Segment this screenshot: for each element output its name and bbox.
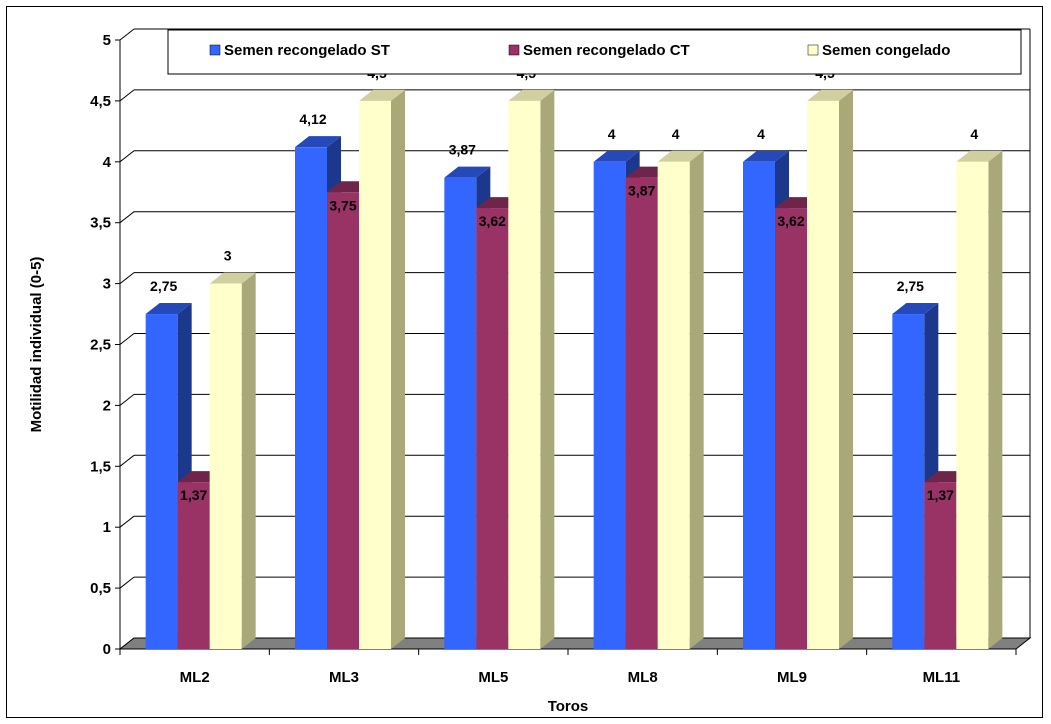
bar bbox=[657, 161, 690, 650]
bar-side bbox=[391, 89, 405, 649]
bar-top bbox=[508, 89, 555, 101]
x-tick-label: ML9 bbox=[777, 669, 807, 686]
bar-side bbox=[988, 150, 1003, 650]
y-tick-label: 1,5 bbox=[90, 458, 111, 475]
bar-side bbox=[540, 89, 555, 649]
legend-swatch bbox=[807, 44, 819, 56]
data-label: 2,75 bbox=[150, 278, 177, 294]
data-label: 4 bbox=[757, 126, 765, 142]
bar-top bbox=[657, 150, 704, 162]
x-tick-label: ML11 bbox=[923, 669, 961, 686]
gridline-side bbox=[119, 89, 135, 102]
gridline-side bbox=[119, 576, 135, 589]
gridline-side bbox=[119, 515, 135, 528]
legend-swatch bbox=[209, 44, 221, 56]
bar bbox=[593, 161, 626, 650]
bar bbox=[892, 314, 925, 649]
x-tick-label: ML8 bbox=[628, 669, 658, 686]
legend-label: Semen congelado bbox=[822, 42, 950, 59]
legend-box bbox=[167, 29, 1022, 75]
bar-side bbox=[241, 272, 256, 649]
bar bbox=[508, 100, 541, 649]
bar-top bbox=[145, 303, 192, 315]
y-tick-label: 1 bbox=[103, 519, 111, 536]
x-tick-label: ML3 bbox=[329, 669, 359, 686]
bar-top bbox=[444, 166, 491, 178]
bar bbox=[807, 100, 839, 649]
y-tick-label: 2 bbox=[103, 397, 111, 414]
legend-label: Semen recongelado CT bbox=[523, 42, 690, 59]
bar-top bbox=[359, 89, 405, 101]
y-tick-label: 5 bbox=[103, 32, 111, 49]
gridline-side bbox=[119, 211, 135, 224]
bar bbox=[956, 161, 989, 650]
bar bbox=[327, 192, 359, 649]
bar bbox=[444, 177, 477, 649]
data-label: 3,62 bbox=[479, 213, 506, 229]
bar bbox=[743, 161, 775, 650]
x-tick-label: ML2 bbox=[180, 669, 210, 686]
data-label: 4 bbox=[672, 126, 680, 142]
bar bbox=[775, 208, 807, 650]
bar-top bbox=[892, 303, 939, 315]
bar-top bbox=[807, 89, 853, 101]
data-label: 4 bbox=[608, 126, 616, 142]
y-tick-label: 2,5 bbox=[90, 337, 111, 354]
bar bbox=[625, 177, 658, 649]
y-axis-title: Motilidad individual (0-5) bbox=[28, 257, 45, 433]
data-label: 4 bbox=[970, 126, 978, 142]
gridline-side bbox=[119, 272, 135, 284]
gridline-side bbox=[119, 333, 135, 345]
legend-label: Semen recongelado ST bbox=[224, 42, 390, 59]
bar bbox=[924, 482, 957, 649]
bar bbox=[295, 147, 327, 649]
gridline-side bbox=[119, 454, 135, 467]
data-label: 1,37 bbox=[180, 487, 207, 503]
bar-top bbox=[209, 272, 256, 284]
y-tick-label: 4,5 bbox=[90, 93, 111, 110]
x-axis-title: Toros bbox=[548, 698, 589, 715]
bar bbox=[359, 100, 391, 649]
y-tick-label: 0,5 bbox=[90, 580, 111, 597]
data-label: 1,37 bbox=[927, 487, 954, 503]
gridline-side bbox=[119, 394, 135, 406]
gridline-side bbox=[119, 150, 135, 163]
y-tick-label: 4 bbox=[103, 154, 112, 171]
y-tick-label: 0 bbox=[103, 641, 111, 658]
data-label: 3 bbox=[224, 248, 232, 264]
legend-swatch bbox=[508, 44, 520, 56]
y-tick-label: 3,5 bbox=[90, 215, 111, 232]
y-tick-label: 3 bbox=[103, 276, 111, 293]
data-label: 3,62 bbox=[777, 213, 804, 229]
bar-side bbox=[839, 89, 853, 649]
x-tick-label: ML5 bbox=[478, 669, 508, 686]
data-label: 3,75 bbox=[329, 197, 356, 213]
bar-top bbox=[593, 150, 640, 162]
bar bbox=[177, 482, 210, 649]
data-label: 4,12 bbox=[299, 111, 326, 127]
bar-top bbox=[743, 150, 789, 162]
bar-side bbox=[689, 150, 704, 650]
data-label: 2,75 bbox=[897, 278, 924, 294]
bar-top bbox=[956, 150, 1003, 162]
bar bbox=[145, 314, 178, 649]
bar bbox=[209, 283, 242, 649]
bar-top bbox=[295, 136, 341, 148]
data-label: 3,87 bbox=[449, 142, 476, 158]
gridline-side bbox=[119, 28, 135, 41]
bar bbox=[476, 208, 509, 650]
data-label: 3,87 bbox=[628, 183, 655, 199]
